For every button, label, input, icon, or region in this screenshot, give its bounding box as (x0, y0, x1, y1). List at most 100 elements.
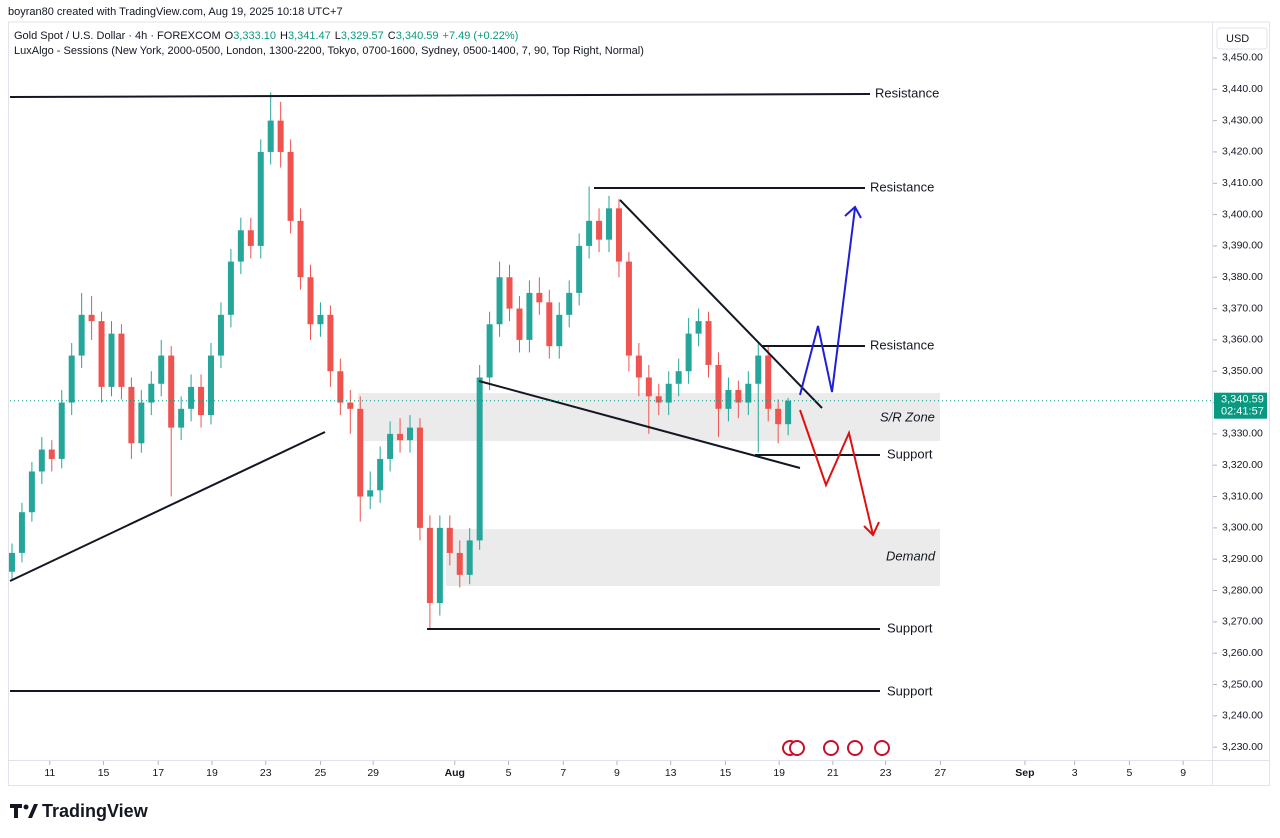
candle-body (247, 230, 254, 246)
y-tick-label: 3,260.00 (1222, 647, 1263, 659)
x-tick-label: Sep (1015, 767, 1034, 779)
y-tick-label: 3,300.00 (1222, 522, 1263, 534)
candle-body (217, 314, 224, 356)
candle-body (536, 292, 543, 303)
annotation: Resistance (870, 337, 934, 352)
candle-body (606, 208, 613, 240)
x-tick-label: 23 (880, 767, 892, 779)
candle-body (188, 386, 195, 409)
candle-body (297, 220, 304, 278)
candle-body (506, 277, 513, 309)
candles (8, 92, 792, 629)
annotation: S/R Zone (880, 409, 935, 424)
candle-body (8, 552, 15, 572)
candle-body (78, 314, 85, 356)
candle-body (357, 408, 364, 497)
brand-logo (10, 804, 38, 818)
ohlc-key: H (280, 30, 288, 42)
candle-body (158, 355, 165, 384)
candle-body (48, 449, 55, 459)
candle-body (785, 400, 792, 425)
candle-body (526, 292, 533, 340)
logo-mark (28, 804, 38, 818)
credit: boyran80 created with TradingView.com, A… (8, 6, 343, 18)
event-icon (847, 740, 863, 756)
annotation: Resistance (870, 179, 934, 194)
ohlc-value: 3,340.59 (396, 30, 439, 42)
event-icon (789, 740, 805, 756)
candle-body (178, 408, 185, 428)
candle-body (367, 490, 374, 497)
y-tick-label: 3,240.00 (1222, 710, 1263, 722)
candle-body (645, 377, 652, 397)
bearish-path (799, 409, 874, 536)
y-tick-label: 3,420.00 (1222, 146, 1263, 158)
candle-body (407, 427, 414, 441)
x-tick-label: 11 (44, 767, 55, 779)
annotation: Support (887, 620, 933, 635)
y-tick-label: 3,290.00 (1222, 553, 1263, 565)
candle-body (725, 390, 732, 409)
demand-zone (446, 529, 940, 586)
y-tick-label: 3,410.00 (1222, 177, 1263, 189)
candle-body (416, 427, 423, 528)
y-tick-label: 3,400.00 (1222, 208, 1263, 220)
ohlc: O3,333.10 H3,341.47 L3,329.57 C3,340.59 (225, 30, 439, 42)
candle-body (387, 433, 394, 459)
event-icons (782, 740, 890, 756)
candle-body (198, 386, 205, 416)
candle-body (88, 314, 95, 322)
candle-body (267, 120, 274, 152)
brand: TradingView (42, 801, 149, 821)
ohlc-value: 3,329.57 (341, 30, 384, 42)
x-tick-label: 15 (720, 767, 732, 779)
price-badge: 3,340.59 02:41:57 (1214, 392, 1267, 419)
drawings (9, 93, 880, 692)
x-tick-label: 7 (560, 767, 566, 779)
candle-body (148, 383, 155, 403)
candle-body (655, 396, 662, 403)
countdown: 02:41:57 (1221, 406, 1264, 418)
x-tick-label: 15 (98, 767, 110, 779)
candle-body (446, 527, 453, 553)
logo-mark (23, 804, 29, 810)
candle-body (397, 433, 404, 441)
candle-body (755, 355, 762, 384)
x-tick-label: 23 (260, 767, 272, 779)
candle-body (466, 540, 473, 575)
y-tick-label: 3,280.00 (1222, 584, 1263, 596)
y-tick-label: 3,450.00 (1222, 52, 1263, 64)
y-tick-label: 3,360.00 (1222, 334, 1263, 346)
x-tick-label: 21 (827, 767, 839, 779)
x-tick-label: 13 (665, 767, 677, 779)
ohlc-key: O (225, 30, 234, 42)
ohlc-key: L (335, 30, 341, 42)
currency-box[interactable] (1216, 27, 1268, 50)
candle-body (775, 408, 782, 425)
x-tick-label: Aug (445, 767, 465, 779)
y-tick-label: 3,380.00 (1222, 271, 1263, 283)
y-tick-label: 3,310.00 (1222, 490, 1263, 502)
candle-body (705, 321, 712, 365)
candle-body (347, 402, 354, 409)
resistance-line (9, 93, 871, 98)
candle-body (735, 390, 742, 403)
y-tick-label: 3,270.00 (1222, 616, 1263, 628)
x-tick-label: 9 (1180, 767, 1186, 779)
candle-body (665, 383, 672, 403)
x-tick-label: 17 (152, 767, 164, 779)
ohlc-value: 3,333.10 (233, 30, 276, 42)
candle-body (227, 261, 234, 315)
y-tick-label: 3,350.00 (1222, 365, 1263, 377)
candle-body (307, 277, 314, 325)
candle-body (327, 314, 334, 372)
event-icon (823, 740, 839, 756)
annotation: Demand (886, 548, 936, 563)
candle-body (456, 552, 463, 575)
arrow-head (844, 205, 862, 219)
candle-body (745, 383, 752, 403)
x-tick-label: 19 (773, 767, 785, 779)
candle-body (486, 324, 493, 378)
